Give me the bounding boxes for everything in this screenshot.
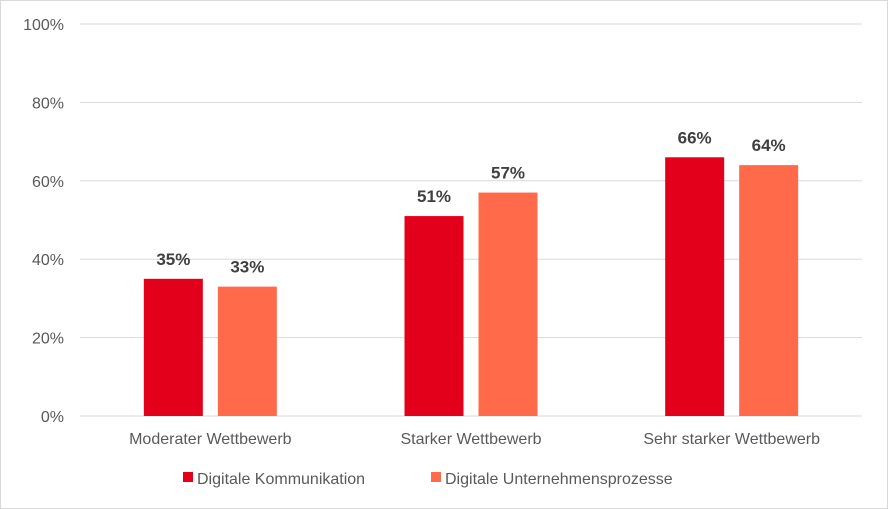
x-tick-label: Sehr starker Wettbewerb (643, 431, 820, 448)
y-tick-label: 40% (32, 252, 64, 269)
bar (739, 165, 799, 416)
y-tick-label: 20% (32, 331, 64, 348)
bar (217, 286, 277, 416)
y-tick-label: 80% (32, 95, 64, 112)
y-tick-label: 100% (23, 17, 64, 34)
legend-label: Digitale Unternehmensprozesse (445, 471, 673, 488)
bar (665, 157, 725, 416)
data-label: 33% (230, 258, 264, 277)
data-label: 35% (156, 250, 190, 269)
legend-label: Digitale Kommunikation (197, 471, 365, 488)
bar (478, 192, 538, 416)
data-label: 57% (491, 164, 525, 183)
x-tick-label: Moderater Wettbewerb (129, 431, 292, 448)
data-label: 51% (417, 187, 451, 206)
data-label: 64% (752, 136, 786, 155)
x-tick-label: Starker Wettbewerb (400, 431, 541, 448)
bar (404, 216, 464, 416)
bar (143, 278, 203, 416)
data-label: 66% (678, 128, 712, 147)
y-tick-label: 60% (32, 174, 64, 191)
y-tick-label: 0% (41, 409, 64, 426)
legend-swatch (183, 472, 193, 482)
legend-swatch (431, 472, 441, 482)
